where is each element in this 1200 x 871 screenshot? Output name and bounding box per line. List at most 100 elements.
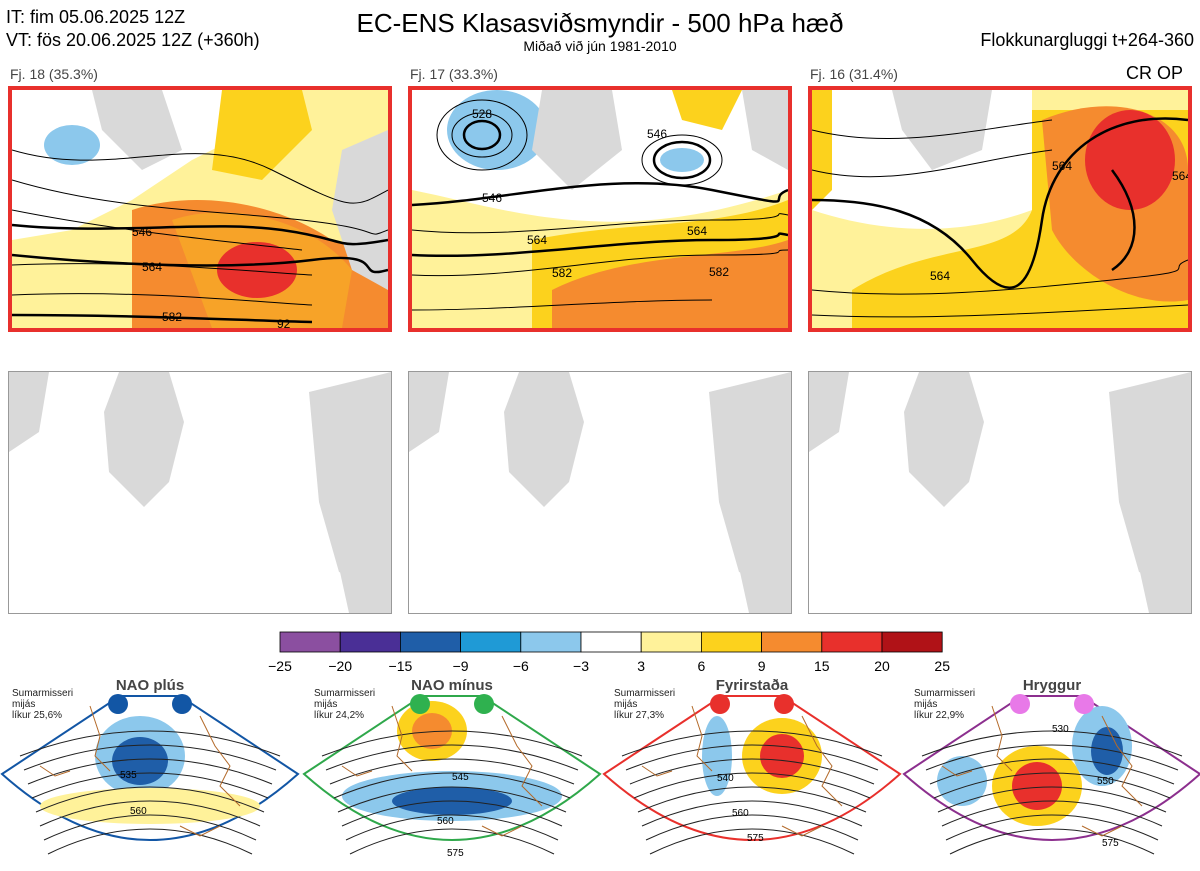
height-contour <box>621 730 883 757</box>
contour-label: 582 <box>552 266 572 280</box>
regime-name: Fyrirstaða <box>716 677 789 694</box>
cluster-map-2-svg: 528 546 546 564 582 582 564 <box>412 90 788 328</box>
contour-label: 582 <box>162 310 182 324</box>
height-contour <box>933 772 1171 799</box>
contour-label: 564 <box>687 224 707 238</box>
colorbar-tick-label: −9 <box>453 658 469 674</box>
contour-label: 575 <box>1102 838 1119 849</box>
colorbar-swatch <box>279 631 341 653</box>
contour-label: 528 <box>472 107 492 121</box>
contour-label: 564 <box>1172 169 1188 183</box>
positive-anomaly <box>217 242 297 298</box>
regime-info-line: mijás <box>914 699 938 710</box>
colorbar-swatch <box>399 631 461 653</box>
regime-info-line: Sumarmisseri <box>914 688 976 699</box>
regime-marker-dot <box>1074 694 1094 714</box>
contour-label: 560 <box>437 816 454 827</box>
colorbar-swatch <box>520 631 582 653</box>
height-contour <box>633 772 871 799</box>
base-map-2 <box>409 372 791 613</box>
regime-panel: Sumarmisseri mijás líkur 24,2% 545 560 575 NAO… <box>302 676 602 871</box>
regime-marker-dot <box>474 694 494 714</box>
height-contour <box>649 828 855 855</box>
colorbar-tick-label: 15 <box>814 658 830 674</box>
height-contour <box>941 800 1163 827</box>
colorbar-swatch <box>761 631 823 653</box>
height-contour <box>325 744 579 771</box>
regime-info-line: Sumarmisseri <box>314 688 376 699</box>
negative-anomaly <box>660 148 704 172</box>
cluster-map-3: 564 564 564 <box>808 86 1192 332</box>
contour-label: 545 <box>452 772 469 783</box>
page-subtitle: Miðað við jún 1981-2010 <box>523 38 677 54</box>
regime-panel: Sumarmisseri mijás líkur 27,3% 540 560 575 Fyr… <box>602 676 902 871</box>
coastline <box>941 705 1143 837</box>
regime-marker-dot <box>1010 694 1030 714</box>
colorbar-swatch <box>881 631 943 653</box>
contour-label: 535 <box>120 770 137 781</box>
contour-label: 564 <box>142 260 162 274</box>
regime-name: NAO mínus <box>411 677 493 694</box>
coastline <box>641 705 843 837</box>
colorbar-swatch <box>821 631 883 653</box>
height-contour <box>641 800 863 827</box>
height-contour <box>39 800 261 827</box>
colorbar-tick-label: 20 <box>874 658 890 674</box>
anomaly-area <box>937 756 987 806</box>
colorbar-tick-label: 6 <box>698 658 706 674</box>
coastline <box>39 705 241 837</box>
colorbar-tick-label: −20 <box>328 658 352 674</box>
page-title: EC-ENS Klasasviðsmyndir - 500 hPa hæð <box>356 8 844 38</box>
regime-name: Hryggur <box>1023 677 1082 694</box>
regime-info-line: Sumarmisseri <box>614 688 676 699</box>
height-contour <box>949 828 1155 855</box>
cluster-map-1-svg: 546 564 582 92 <box>12 90 388 328</box>
regime-name: NAO plús <box>116 677 184 694</box>
greenland-land <box>92 90 182 170</box>
colorbar-tick-label: −15 <box>389 658 413 674</box>
contour-label: 575 <box>747 833 764 844</box>
contour-label: 564 <box>930 269 950 283</box>
cluster-3-label: Fj. 16 (31.4%) <box>810 66 898 82</box>
contour-label: 92 <box>277 317 291 328</box>
contour-label: 540 <box>717 773 734 784</box>
colorbar-tick-label: −3 <box>573 658 589 674</box>
regime-info-line: líkur 27,3% <box>614 710 665 721</box>
init-time: IT: fim 05.06.2025 12Z <box>6 7 186 27</box>
cluster-map-2: 528 546 546 564 582 582 564 <box>408 86 792 332</box>
height-contour <box>945 814 1159 841</box>
colorbar-tick-label: −25 <box>268 658 292 674</box>
colorbar-swatch <box>339 631 401 653</box>
height-contour <box>43 814 257 841</box>
coastline <box>341 705 543 837</box>
contour-label: 560 <box>130 806 147 817</box>
cluster-map-3-svg: 564 564 564 <box>812 90 1188 328</box>
positive-anomaly <box>1085 110 1175 210</box>
regime-map: 530 550 575 Hryggur <box>902 677 1200 855</box>
regime-panel: Sumarmisseri mijás líkur 22,9% 530 550 575 Hry… <box>902 676 1200 871</box>
anomaly-area <box>40 788 260 824</box>
colorbar-tick-label: −6 <box>513 658 529 674</box>
regime-info-line: mijás <box>314 699 338 710</box>
regime-map: 540 560 575 Fyrirstaða <box>602 677 902 855</box>
scandinavia-land <box>332 130 388 290</box>
contour-label: 560 <box>732 808 749 819</box>
height-contour <box>921 730 1183 757</box>
colorbar-tick-label: 3 <box>637 658 645 674</box>
contour-label: 564 <box>1052 159 1072 173</box>
colorbar-swatch <box>640 631 702 653</box>
colorbar-tick-label: 9 <box>758 658 766 674</box>
base-map-1 <box>9 372 391 613</box>
greenland-land <box>532 90 622 190</box>
height-contour <box>349 828 555 855</box>
height-contour <box>629 758 875 785</box>
contour-label: 575 <box>447 848 464 859</box>
regime-map: 535 560 NAO plús <box>0 677 300 855</box>
colorbar-swatch <box>700 631 762 653</box>
regime-marker-dot <box>710 694 730 714</box>
regime-info-line: mijás <box>614 699 638 710</box>
anomaly-area <box>760 734 804 778</box>
clustering-window: Flokkunargluggi t+264-360 <box>980 30 1194 50</box>
cluster-2-label: Fj. 17 (33.3%) <box>410 66 498 82</box>
height-contour <box>329 758 575 785</box>
